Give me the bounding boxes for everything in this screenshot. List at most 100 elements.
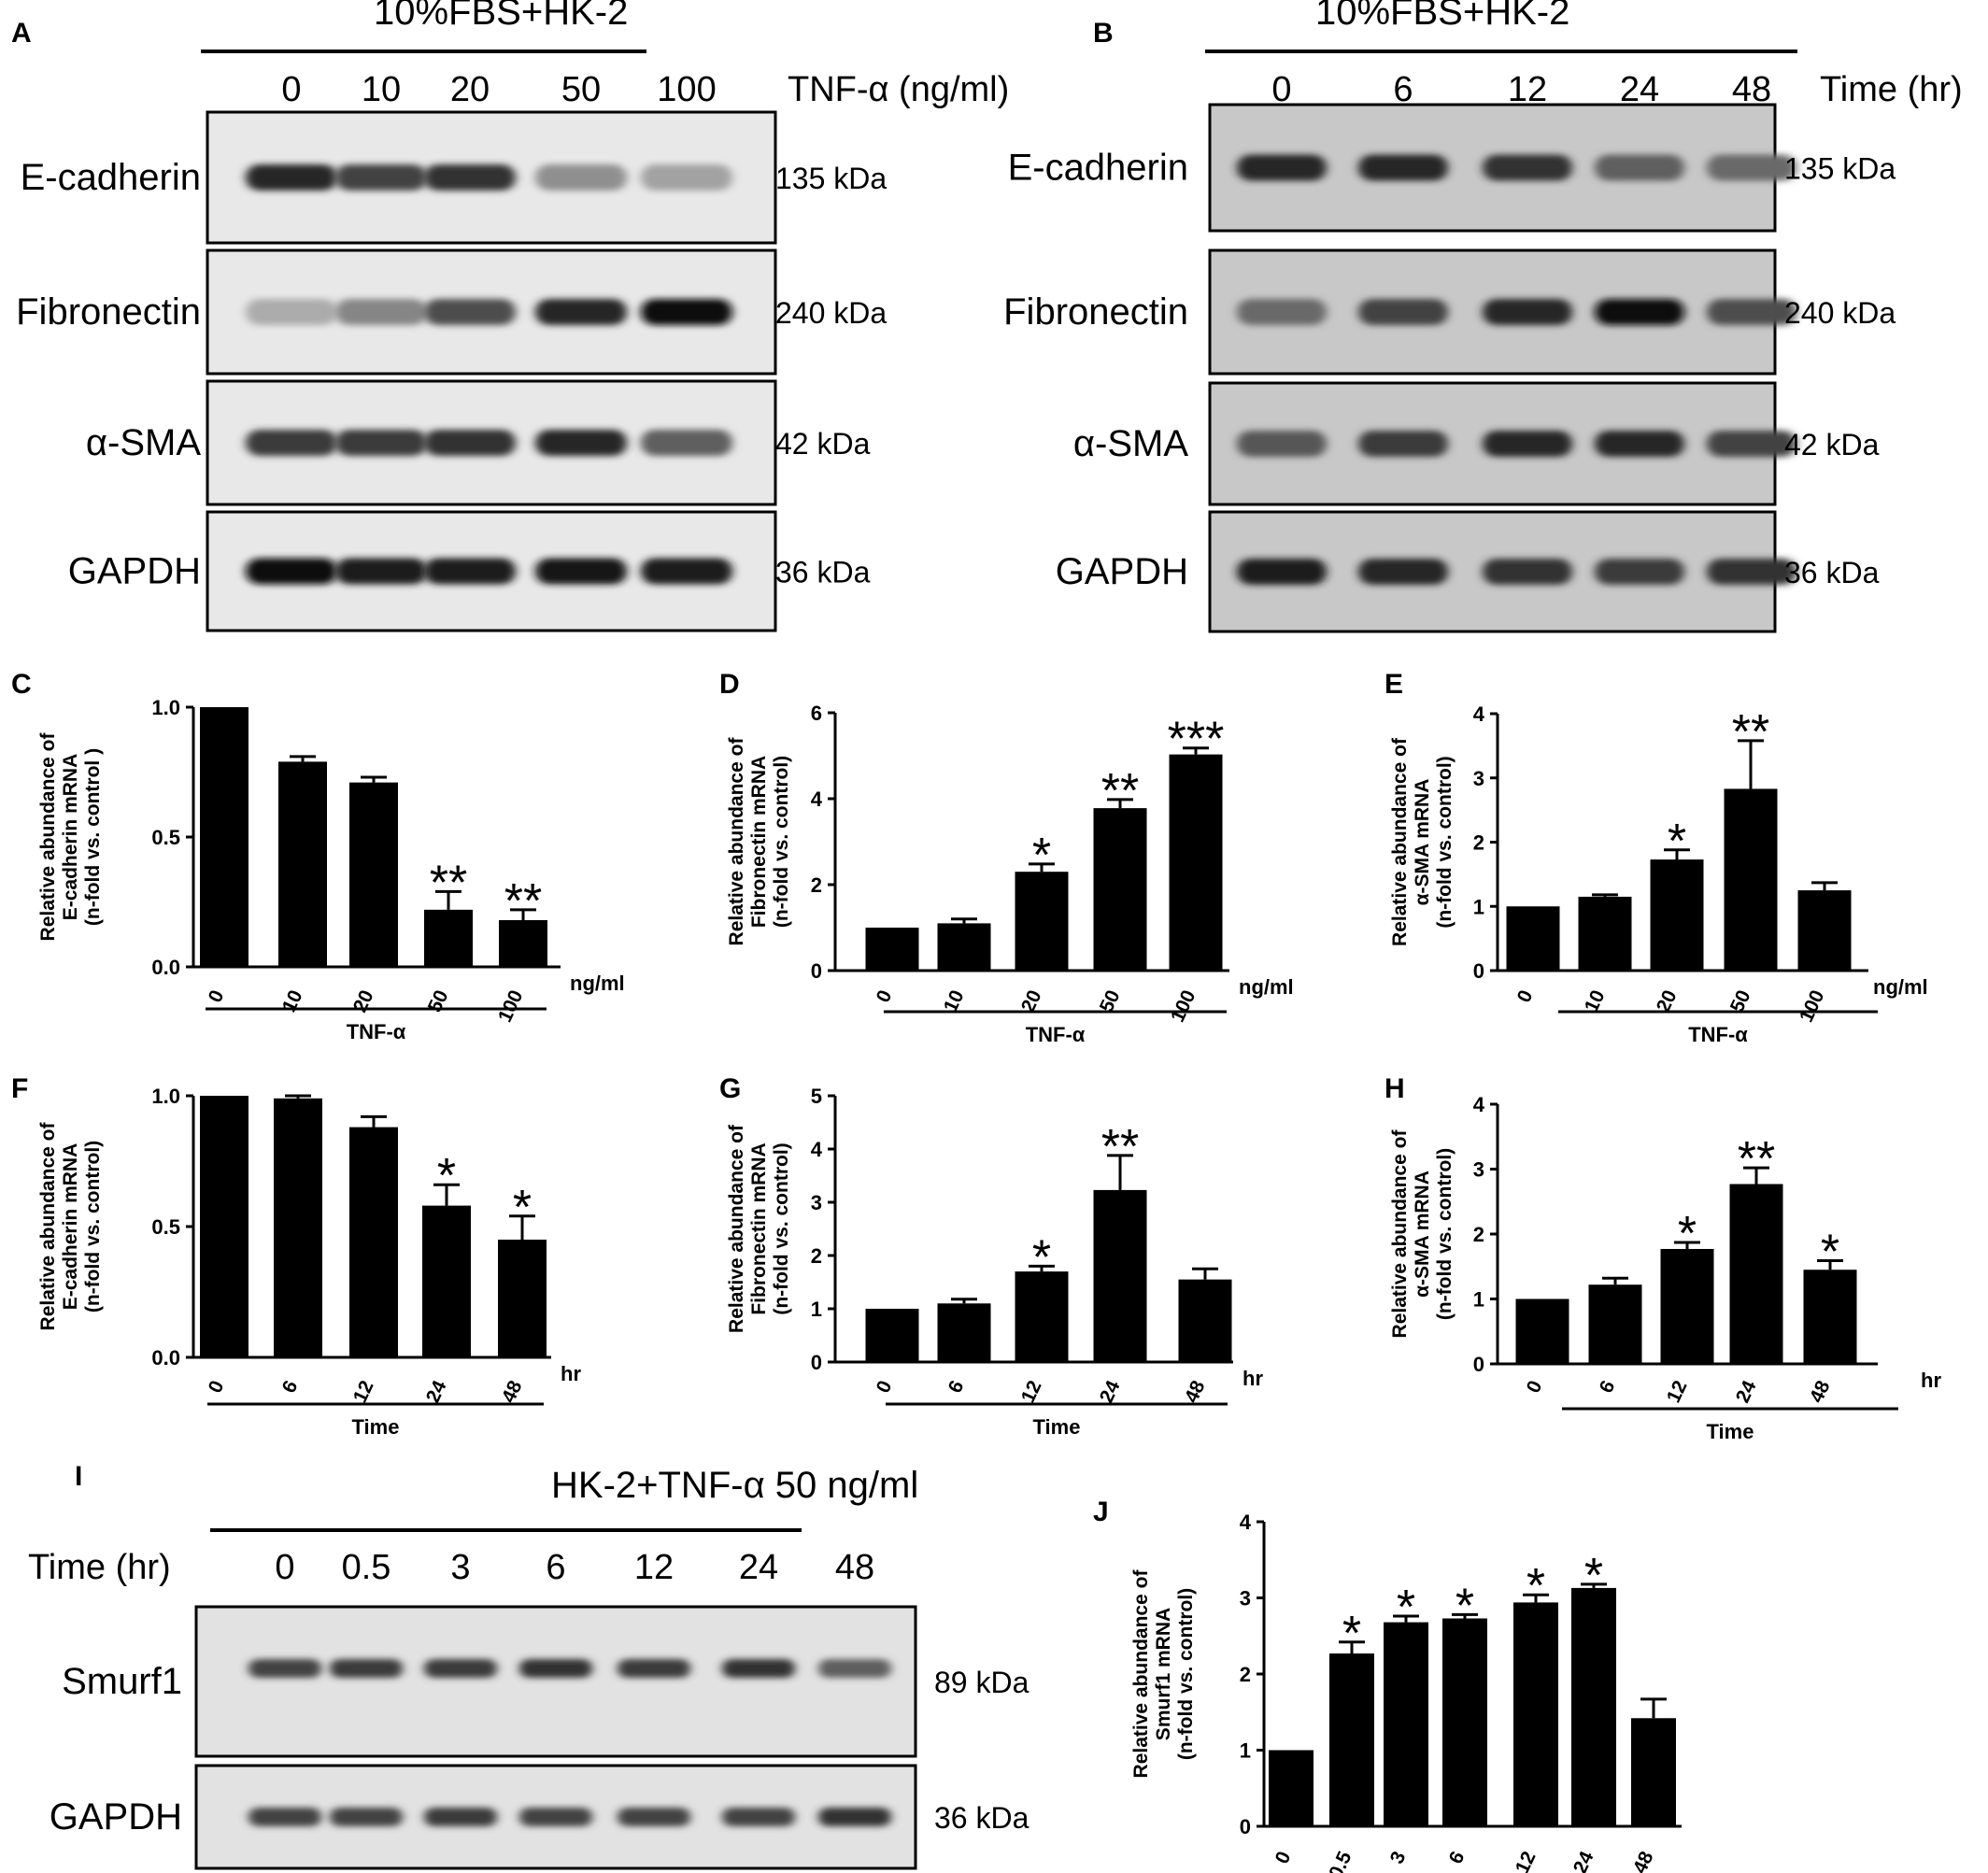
blot-row-gapdh: GAPDH 36 kDa <box>50 1764 1030 1870</box>
blot-band <box>335 164 427 191</box>
x-tick-label: 6 <box>1445 1848 1470 1866</box>
x-tick-label: 6 <box>1596 1377 1620 1396</box>
bar-chart-c: C Relative abundance of E-cadherin mRNA (n-… <box>11 669 625 1043</box>
blot-condition-axis-label: Time (hr) <box>28 1548 171 1587</box>
y-tick-label: 0 <box>811 959 822 983</box>
blot-band <box>1358 299 1448 325</box>
x-tick-label: 12 <box>1017 1377 1046 1406</box>
bar <box>349 1127 398 1357</box>
blot-band <box>1237 559 1327 585</box>
bar-chart-d: D Relative abundance of Fibronectin mRNA (n… <box>719 669 1294 1046</box>
protein-label: GAPDH <box>50 1796 182 1838</box>
bar <box>865 1309 919 1362</box>
bar <box>1803 1270 1857 1364</box>
bar <box>1729 1184 1783 1364</box>
x-tick-label: 20 <box>349 986 378 1015</box>
bar <box>274 1098 322 1357</box>
molecular-weight-label: 135 kDa <box>775 162 887 195</box>
blot-band <box>1707 154 1796 181</box>
blot-band <box>246 164 337 191</box>
y-axis-label: E-cadherin mRNA <box>60 754 81 921</box>
significance-marker: * <box>1821 1225 1839 1279</box>
significance-marker: * <box>1342 1607 1361 1661</box>
blot-condition-label: 6 <box>546 1548 565 1587</box>
x-tick-label: 6 <box>944 1377 969 1396</box>
blot-band <box>246 558 337 585</box>
y-axis-label: (n-fold vs. control) <box>771 1142 792 1314</box>
bar <box>1015 872 1069 971</box>
protein-label: Smurf1 <box>62 1661 182 1702</box>
y-tick-label: 2 <box>1240 1663 1251 1686</box>
blot-membrane <box>194 1605 917 1758</box>
bar <box>1506 906 1560 971</box>
y-axis-label: E-cadherin mRNA <box>60 1143 81 1311</box>
significance-marker: ** <box>430 856 467 910</box>
y-tick-label: 0.5 <box>151 826 180 849</box>
bar <box>1329 1653 1374 1826</box>
blot-band <box>1707 299 1796 325</box>
y-tick-label: 0 <box>1473 959 1484 983</box>
x-tick-label: 0 <box>205 1377 229 1396</box>
blot-band <box>424 1808 497 1826</box>
y-tick-label: 3 <box>1240 1587 1251 1610</box>
y-tick-label: 1 <box>1473 895 1484 918</box>
blot-condition-label: 12 <box>1508 70 1547 109</box>
molecular-weight-label: 36 kDa <box>775 556 871 589</box>
x-tick-label: 3 <box>1386 1848 1411 1866</box>
significance-marker: ** <box>1738 1132 1775 1186</box>
significance-marker: * <box>1526 1559 1545 1613</box>
blot-band <box>1707 559 1796 585</box>
bar <box>1384 1622 1428 1826</box>
molecular-weight-label: 135 kDa <box>1784 152 1896 186</box>
y-axis-label: α-SMA mRNA <box>1412 779 1433 906</box>
y-axis-label: (n-fold vs. control) <box>82 1141 104 1313</box>
bar <box>498 1240 547 1357</box>
blot-band <box>248 1808 321 1826</box>
blot-condition-label: 24 <box>1620 70 1659 109</box>
blot-band <box>535 299 627 325</box>
y-tick-label: 1.0 <box>151 696 180 719</box>
y-tick-label: 6 <box>811 702 822 725</box>
bar-chart-f: F Relative abundance of E-cadherin mRNA (n-… <box>11 1073 581 1439</box>
bar <box>1571 1587 1616 1826</box>
y-axis-label: (n-fold vs. control) <box>771 756 792 928</box>
blot-band <box>246 299 337 325</box>
significance-marker: * <box>1678 1207 1697 1261</box>
group-label: Time <box>1707 1420 1754 1443</box>
blot-band <box>722 1659 795 1678</box>
blot-band <box>424 430 516 456</box>
y-tick-label: 4 <box>811 1138 823 1161</box>
significance-marker: ** <box>1101 1120 1139 1174</box>
y-tick-label: 2 <box>1473 1223 1484 1246</box>
bar <box>424 909 473 967</box>
blot-band <box>535 164 627 191</box>
x-tick-label: 0 <box>205 986 229 1005</box>
bar <box>937 923 991 971</box>
bar <box>1269 1750 1314 1826</box>
y-axis-label: Relative abundance of <box>726 737 747 946</box>
blot-band <box>818 1808 891 1826</box>
x-tick-label: 24 <box>1096 1377 1125 1406</box>
x-unit-label: ng/ml <box>1873 975 1928 999</box>
blot-band <box>424 164 516 191</box>
blot-condition-label: 0 <box>281 70 301 109</box>
blot-band <box>519 1808 592 1826</box>
significance-marker: *** <box>1168 713 1225 767</box>
blot-band <box>618 1659 690 1678</box>
y-tick-label: 2 <box>811 1244 822 1268</box>
protein-label: E-cadherin <box>1008 148 1188 189</box>
blot-band <box>535 558 627 585</box>
significance-marker: ** <box>1101 764 1139 818</box>
blot-header-label: HK-2+TNF-α 50 ng/ml <box>551 1465 918 1506</box>
blot-condition-label: 3 <box>450 1548 470 1587</box>
blot-band <box>335 558 427 585</box>
x-tick-label: 50 <box>424 986 453 1015</box>
y-tick-label: 0.0 <box>151 956 180 979</box>
significance-marker: * <box>1397 1581 1415 1635</box>
bar-chart-e: E Relative abundance of α-SMA mRNA (n-fold … <box>1384 669 1928 1046</box>
bar <box>1515 1298 1569 1364</box>
blot-band <box>1237 299 1327 325</box>
blot-row-alpha-sma: α-SMA 42 kDa <box>1073 381 1880 506</box>
blot-panel-i: I HK-2+TNF-α 50 ng/ml 0 0.5 3 6 12 24 48 Time (hr… <box>28 1461 1030 1870</box>
